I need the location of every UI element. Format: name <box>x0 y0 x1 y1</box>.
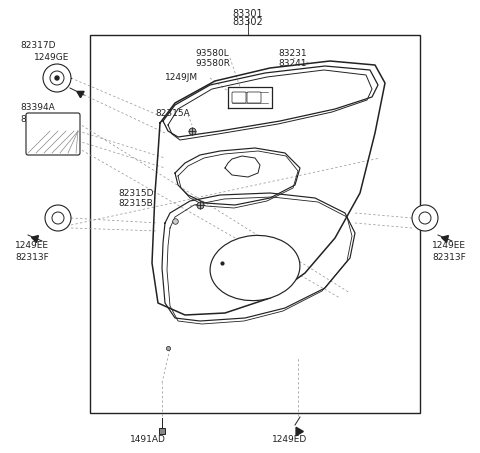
Text: 82315B: 82315B <box>118 199 153 208</box>
Text: 1491AD: 1491AD <box>130 434 166 443</box>
Text: 1249GE: 1249GE <box>34 53 70 63</box>
Text: 82315A: 82315A <box>155 109 190 117</box>
Text: 82313F: 82313F <box>432 252 466 261</box>
Text: 1249ED: 1249ED <box>272 434 308 443</box>
Circle shape <box>50 71 64 85</box>
Text: 93580R: 93580R <box>195 58 230 67</box>
Text: 83231: 83231 <box>278 48 307 58</box>
FancyBboxPatch shape <box>247 92 261 103</box>
Text: 93580L: 93580L <box>195 48 229 58</box>
Text: 82315D: 82315D <box>118 188 154 198</box>
Circle shape <box>55 76 59 80</box>
Text: 1249EE: 1249EE <box>432 241 466 250</box>
Bar <box>90 35 420 413</box>
FancyBboxPatch shape <box>232 92 246 103</box>
Circle shape <box>419 212 431 224</box>
Text: 83301: 83301 <box>233 9 264 19</box>
Text: 83302: 83302 <box>233 17 264 27</box>
Circle shape <box>43 64 71 92</box>
Text: 82317D: 82317D <box>20 40 56 49</box>
Text: 83394A: 83394A <box>20 103 55 112</box>
Circle shape <box>52 212 64 224</box>
Text: 1249EE: 1249EE <box>15 241 49 250</box>
Circle shape <box>412 205 438 231</box>
Text: 1249JM: 1249JM <box>165 73 198 82</box>
Ellipse shape <box>210 236 300 301</box>
Text: 83241: 83241 <box>278 58 307 67</box>
Circle shape <box>45 205 71 231</box>
FancyBboxPatch shape <box>26 113 80 155</box>
Text: 82313F: 82313F <box>15 252 49 261</box>
Text: 83393A: 83393A <box>20 116 55 125</box>
